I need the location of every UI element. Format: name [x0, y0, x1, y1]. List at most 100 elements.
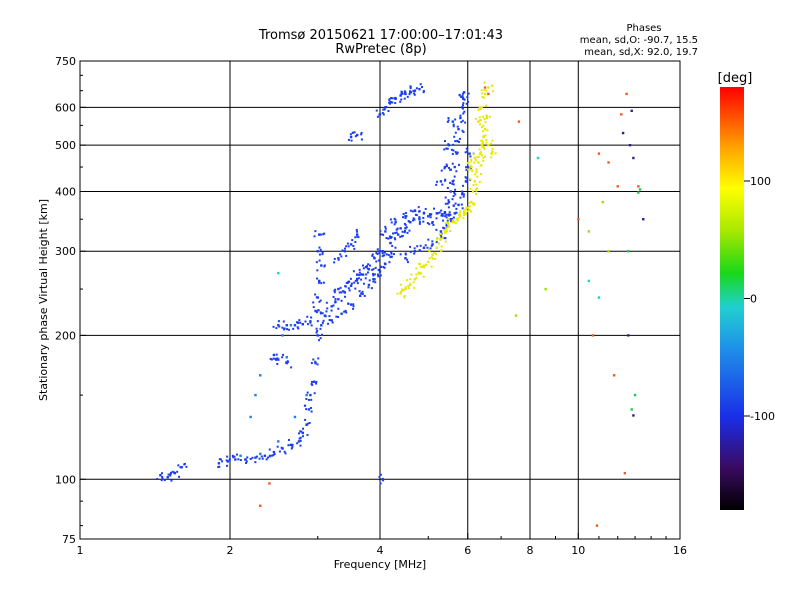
data-point: [435, 241, 438, 244]
phases-heading: Phases: [626, 23, 661, 34]
data-point: [490, 156, 493, 159]
data-point: [413, 92, 416, 95]
data-point: [385, 105, 388, 108]
data-point: [441, 236, 444, 239]
data-point: [403, 90, 406, 93]
data-point: [491, 147, 494, 150]
data-point: [347, 138, 350, 141]
data-point: [468, 168, 471, 171]
data-point: [276, 357, 279, 360]
data-point: [287, 444, 290, 447]
data-point: [462, 97, 465, 101]
data-point: [468, 205, 471, 208]
x-tick-label: 4: [377, 544, 384, 557]
data-point: [389, 236, 392, 240]
data-point: [482, 115, 485, 118]
data-point: [433, 207, 436, 210]
data-point: [346, 242, 349, 245]
data-point: [443, 229, 446, 232]
data-point: [412, 281, 415, 284]
data-point: [473, 180, 477, 183]
data-point: [333, 257, 336, 260]
data-point: [484, 134, 487, 137]
data-point: [340, 299, 343, 302]
data-point: [285, 324, 288, 327]
data-point: [341, 290, 344, 293]
data-point: [254, 393, 257, 397]
data-point: [370, 287, 373, 290]
data-point: [462, 91, 466, 94]
data-point: [388, 98, 391, 101]
data-point: [376, 273, 379, 276]
data-point: [455, 152, 458, 155]
data-point: [390, 221, 393, 224]
data-point: [447, 218, 450, 221]
data-point: [259, 374, 262, 377]
data-point: [488, 115, 491, 118]
data-point: [373, 273, 376, 276]
data-point: [285, 356, 288, 359]
data-point: [637, 185, 640, 188]
data-point: [318, 246, 321, 249]
data-point: [178, 475, 181, 478]
data-point: [374, 281, 377, 284]
data-point: [436, 180, 439, 183]
data-point: [455, 218, 458, 221]
data-point: [299, 436, 302, 439]
data-point: [444, 240, 447, 243]
data-point: [315, 380, 318, 383]
data-point: [483, 92, 487, 96]
data-point: [463, 110, 466, 113]
data-point: [265, 458, 268, 461]
data-point: [632, 414, 635, 417]
data-point: [443, 140, 446, 143]
data-point: [390, 255, 393, 258]
data-point: [632, 156, 635, 160]
data-point: [367, 286, 370, 289]
data-point: [453, 135, 456, 138]
data-point: [355, 273, 359, 276]
data-point: [483, 147, 486, 150]
data-point: [480, 126, 483, 129]
data-point: [482, 146, 485, 149]
data-point: [453, 175, 456, 178]
data-point: [364, 277, 367, 280]
data-point: [454, 131, 457, 134]
data-point: [462, 193, 465, 196]
data-point: [417, 206, 420, 209]
data-point: [282, 320, 285, 323]
data-point: [361, 292, 364, 295]
data-point: [298, 432, 301, 435]
data-point: [349, 303, 353, 306]
data-point: [310, 324, 313, 327]
data-point: [183, 463, 186, 466]
data-point: [306, 323, 309, 326]
data-point: [382, 479, 385, 482]
data-point: [316, 334, 319, 337]
data-point: [316, 277, 319, 280]
data-point: [319, 299, 322, 302]
data-point: [447, 199, 450, 202]
data-point: [325, 301, 328, 304]
data-point: [451, 182, 454, 185]
data-point: [321, 251, 324, 254]
data-point: [452, 149, 455, 152]
data-point: [536, 156, 540, 160]
data-point: [373, 278, 376, 281]
data-point: [483, 118, 486, 121]
data-point: [466, 162, 469, 165]
data-point: [277, 358, 280, 361]
data-point: [354, 236, 357, 239]
data-point: [312, 358, 315, 361]
data-point: [352, 303, 355, 306]
data-point: [421, 265, 424, 268]
data-point: [468, 152, 471, 155]
data-point: [465, 206, 468, 209]
data-point: [486, 115, 489, 118]
data-point: [408, 229, 411, 232]
data-point: [302, 427, 305, 430]
data-point: [428, 223, 431, 226]
data-point: [388, 235, 391, 238]
data-point: [301, 435, 304, 438]
data-point: [439, 230, 443, 233]
